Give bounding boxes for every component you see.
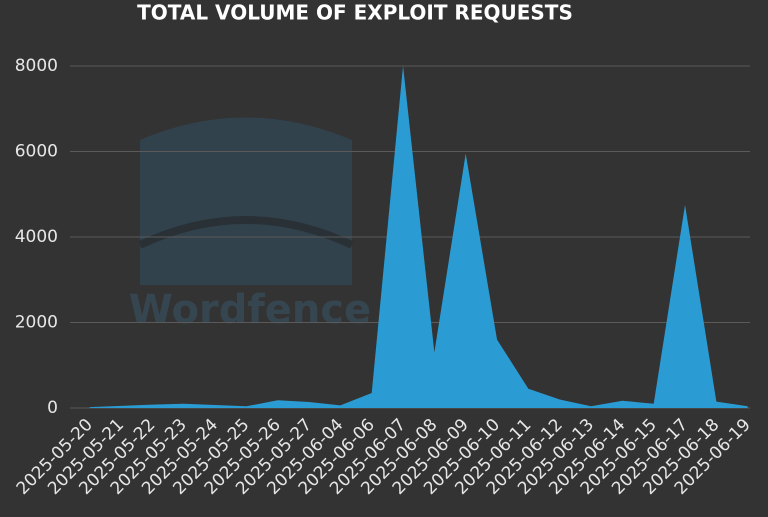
watermark: Wordfence [129,117,371,333]
y-tick-label: 8000 [15,56,58,76]
area [89,66,748,408]
y-tick-label: 6000 [15,142,58,162]
y-tick-label: 2000 [15,313,58,333]
chart-title: TOTAL VOLUME OF EXPLOIT REQUESTS [137,1,573,25]
y-tick-label: 0 [47,398,58,418]
watermark-arch [138,216,354,249]
watermark-text: Wordfence [129,287,371,333]
watermark-shield [140,117,352,285]
y-tick-label: 4000 [15,227,58,247]
